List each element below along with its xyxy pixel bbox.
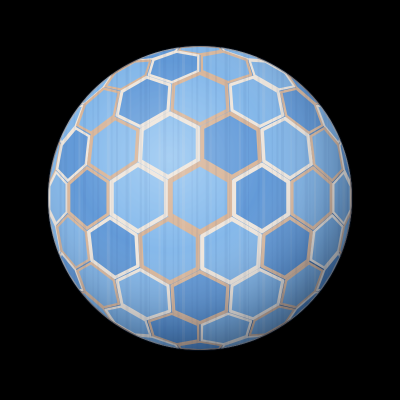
sphere-shading (48, 46, 352, 350)
sphere-rim (47, 45, 353, 351)
sphere-surface (48, 46, 352, 350)
